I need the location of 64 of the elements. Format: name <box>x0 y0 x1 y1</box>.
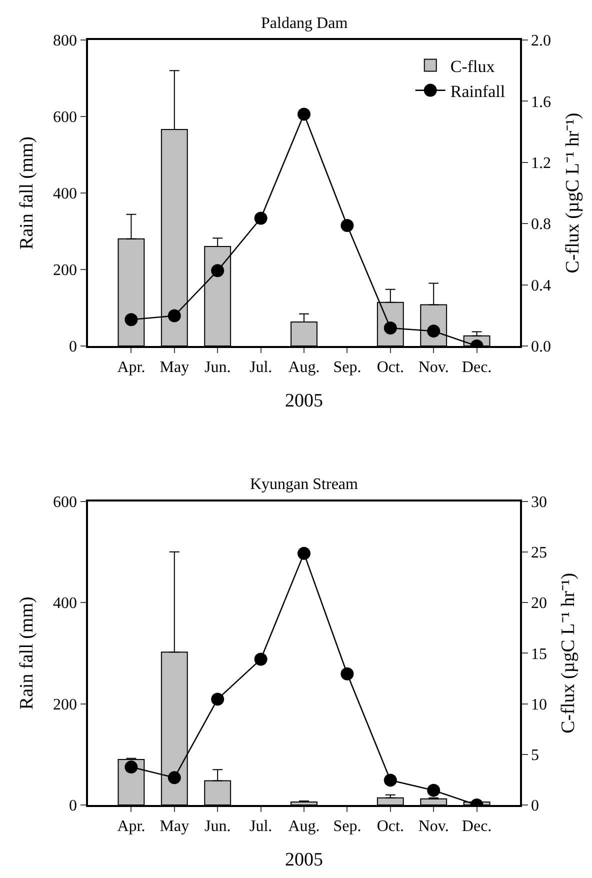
point <box>168 309 181 322</box>
point <box>427 784 440 797</box>
y2-tick-label: 2.0 <box>530 32 551 50</box>
x-tick-label: Aug. <box>288 358 320 376</box>
x-tick-label: Apr. <box>117 358 146 376</box>
y-tick-label: 400 <box>53 186 78 203</box>
point <box>340 667 354 680</box>
y-tick-label: 600 <box>53 109 78 126</box>
legend-label: Rainfall <box>450 82 506 101</box>
point <box>211 264 224 278</box>
x-tick-label: Nov. <box>418 818 449 835</box>
y-axis-title: Rain fall (mm) <box>16 596 38 710</box>
x-tick-label: Sep. <box>333 358 362 376</box>
x-axis-title: 2005 <box>285 849 323 870</box>
y2-tick-label: 5 <box>530 746 539 764</box>
x-tick-label: May <box>160 818 190 835</box>
chart-title: Paldang Dam <box>261 15 348 32</box>
y-tick-label: 400 <box>53 595 78 612</box>
legend-label: C-flux <box>450 56 496 76</box>
x-tick-label: Aug. <box>288 818 320 835</box>
y2-tick-label: 30 <box>530 494 547 511</box>
y2-tick-label: 25 <box>530 544 547 562</box>
point <box>340 219 354 232</box>
x-tick-label: Nov. <box>418 358 449 376</box>
y-tick-label: 800 <box>53 32 78 50</box>
y2-tick-label: 1.6 <box>530 94 551 111</box>
point <box>384 774 397 787</box>
y2-axis-title: C-flux (µgC L⁻¹ hr⁻¹) <box>558 572 580 734</box>
x-tick-label: Dec. <box>462 358 492 376</box>
x-tick-label: Oct. <box>376 818 404 835</box>
y2-tick-label: 10 <box>530 696 547 714</box>
y-tick-label: 0 <box>69 798 78 815</box>
x-tick-label: Jun. <box>204 358 231 376</box>
y-tick-label: 0 <box>69 338 78 356</box>
x-tick-label: Dec. <box>462 818 492 835</box>
y-axis-title: Rain fall (mm) <box>16 136 38 250</box>
y2-tick-label: 15 <box>530 646 547 663</box>
point <box>124 313 138 326</box>
y2-tick-label: 0.0 <box>530 338 551 356</box>
y2-axis-title: C-flux (µgC L⁻¹ hr⁻¹) <box>562 112 584 274</box>
y-tick-label: 200 <box>53 262 78 280</box>
point <box>254 212 268 225</box>
point <box>168 771 181 784</box>
y2-tick-label: 0 <box>530 798 539 815</box>
x-tick-label: May <box>160 358 190 376</box>
y2-tick-label: 0.4 <box>530 277 551 294</box>
point <box>298 546 310 560</box>
point <box>124 760 138 774</box>
chart-title: Kyungan Stream <box>250 476 359 493</box>
y2-tick-label: 1.2 <box>530 155 551 172</box>
point <box>298 108 310 121</box>
point <box>254 652 268 666</box>
x-tick-label: Sep. <box>333 818 362 835</box>
y-tick-label: 200 <box>53 696 78 714</box>
y2-tick-label: 20 <box>530 595 547 612</box>
x-tick-label: Jul. <box>249 358 272 376</box>
x-tick-label: Jun. <box>204 818 231 835</box>
point <box>211 692 224 706</box>
y2-tick-label: 0.8 <box>530 216 551 234</box>
x-tick-label: Jul. <box>249 818 272 835</box>
x-axis-title: 2005 <box>285 390 323 412</box>
x-tick-label: Oct. <box>376 358 404 376</box>
x-tick-label: Apr. <box>117 818 146 835</box>
y-tick-label: 600 <box>53 494 78 511</box>
